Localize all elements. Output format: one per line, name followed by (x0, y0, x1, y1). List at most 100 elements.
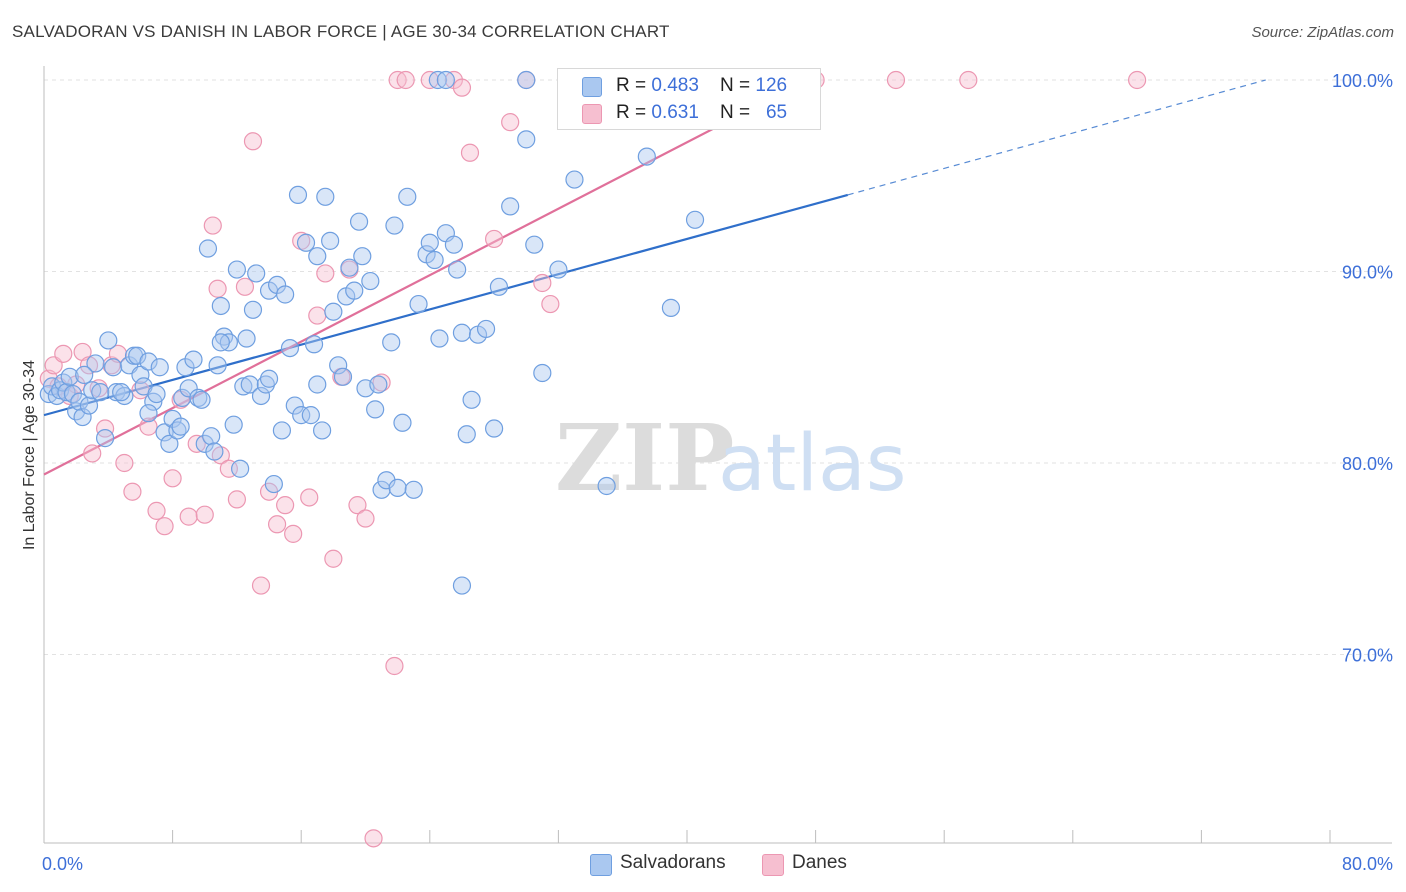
point-salvadorans (462, 390, 481, 409)
point-salvadorans (329, 356, 348, 375)
point-salvadorans (251, 386, 271, 406)
point-danes (533, 273, 552, 293)
point-danes (396, 70, 415, 90)
point-danes (348, 496, 367, 515)
point-danes (243, 132, 263, 151)
point-salvadorans (345, 281, 364, 300)
point-danes (886, 70, 906, 90)
point-salvadorans (224, 415, 243, 434)
trend-lines (43, 79, 1266, 476)
point-danes (139, 417, 158, 436)
trend-line-salvadorans (43, 193, 849, 417)
chart-title: SALVADORAN VS DANISH IN LABOR FORCE | AG… (12, 22, 670, 41)
point-salvadorans (234, 377, 253, 396)
point-danes (1127, 70, 1147, 90)
point-salvadorans (525, 235, 544, 254)
axes (43, 66, 1392, 844)
series-label-danes: Danes (792, 852, 847, 873)
series-swatch-blue (590, 854, 612, 876)
stats-legend: R = 0.483 N = 126 R = 0.631 N = 65 (557, 68, 821, 130)
point-salvadorans (173, 388, 192, 407)
point-danes (227, 490, 246, 509)
point-salvadorans (369, 375, 388, 394)
source-credit: Source: ZipAtlas.com (1251, 24, 1394, 41)
point-salvadorans (288, 185, 308, 204)
data-points (39, 70, 1147, 848)
point-danes (372, 373, 391, 392)
point-danes (356, 509, 375, 528)
point-salvadorans (272, 421, 292, 440)
point-salvadorans (205, 442, 224, 461)
point-salvadorans (292, 406, 311, 425)
point-salvadorans (243, 300, 263, 319)
series-legend: Salvadorans Danes (0, 852, 1406, 878)
point-danes (276, 496, 295, 515)
trend-line-danes (43, 79, 809, 476)
point-salvadorans (549, 260, 568, 279)
point-salvadorans (308, 247, 327, 266)
point-salvadorans (404, 480, 423, 499)
point-danes (95, 419, 115, 438)
point-salvadorans (198, 239, 218, 258)
point-salvadorans (333, 367, 353, 386)
point-salvadorans (436, 70, 455, 90)
point-danes (501, 113, 520, 132)
point-salvadorans (179, 379, 198, 398)
point-salvadorans (128, 346, 147, 365)
y-tick-label: 80.0% (1342, 454, 1393, 474)
point-salvadorans (264, 474, 283, 494)
point-salvadorans (501, 197, 520, 216)
point-salvadorans (231, 459, 250, 478)
point-salvadorans (517, 130, 536, 149)
point-salvadorans (372, 480, 391, 499)
legend-swatch-blue (582, 77, 602, 97)
point-salvadorans (533, 363, 552, 383)
point-salvadorans (316, 187, 335, 206)
point-salvadorans (73, 407, 92, 427)
y-tick-label: 100.0% (1332, 71, 1393, 91)
point-salvadorans (385, 216, 404, 235)
point-salvadorans (211, 333, 230, 352)
point-salvadorans (489, 277, 509, 296)
grid-lines (44, 79, 1392, 655)
point-salvadorans (99, 331, 118, 350)
point-salvadorans (214, 327, 234, 346)
point-salvadorans (393, 413, 412, 432)
point-salvadorans (160, 434, 179, 453)
point-danes (108, 344, 128, 363)
point-danes (115, 453, 134, 473)
point-salvadorans (349, 212, 369, 231)
series-swatch-pink (762, 854, 784, 876)
point-danes (251, 576, 271, 595)
point-salvadorans (184, 350, 203, 369)
point-salvadorans (256, 375, 275, 394)
point-danes (385, 656, 404, 676)
point-salvadorans (637, 147, 656, 166)
point-danes (308, 306, 327, 325)
point-salvadorans (301, 406, 320, 425)
point-danes (460, 143, 480, 162)
point-salvadorans (95, 429, 115, 448)
point-danes (163, 469, 182, 488)
point-danes (195, 505, 214, 524)
point-salvadorans (139, 352, 158, 371)
trend-line-salvadorans-extension (847, 79, 1266, 196)
point-salvadorans (139, 404, 158, 423)
y-tick-label: 70.0% (1342, 646, 1393, 666)
point-salvadorans (409, 294, 428, 314)
point-salvadorans (150, 358, 169, 377)
point-salvadorans (340, 258, 359, 277)
point-salvadorans (517, 70, 536, 90)
point-salvadorans (86, 354, 105, 373)
point-salvadorans (361, 271, 380, 291)
point-salvadorans (321, 231, 340, 250)
point-salvadorans (259, 369, 279, 388)
point-danes (541, 294, 560, 314)
watermark-zip: ZIP (555, 404, 734, 512)
legend-stats-danes: R = 0.631 N = 65 (616, 102, 788, 123)
point-salvadorans (296, 233, 316, 252)
point-salvadorans (304, 335, 324, 354)
point-salvadorans (285, 396, 304, 415)
point-salvadorans (192, 390, 211, 409)
